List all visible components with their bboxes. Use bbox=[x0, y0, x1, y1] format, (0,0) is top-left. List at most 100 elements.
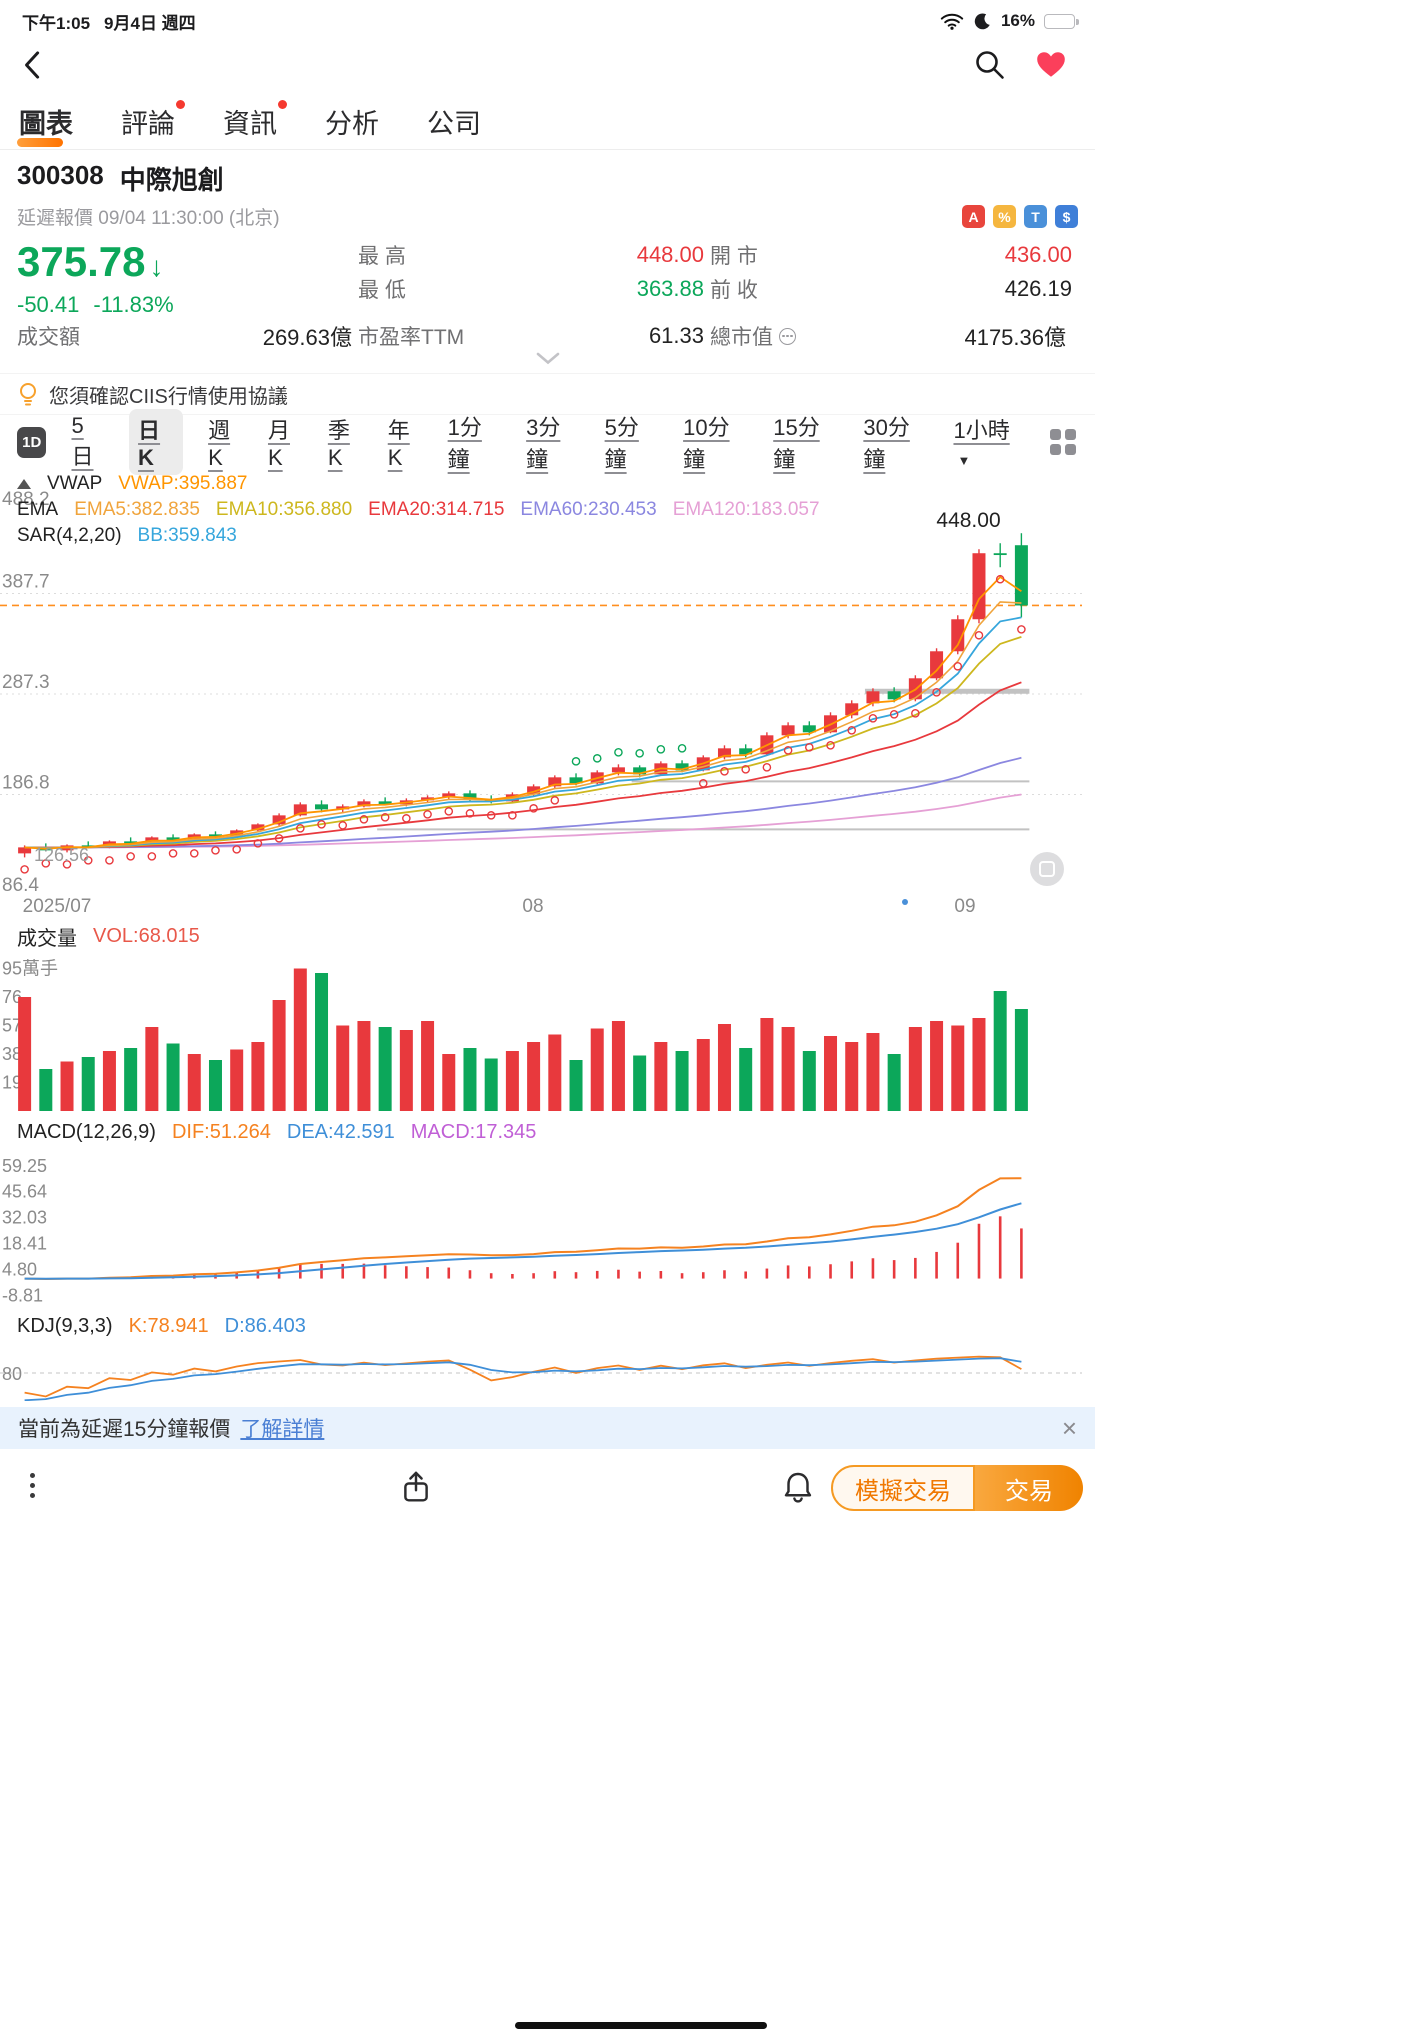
status-date: 9月4日 週四 bbox=[104, 13, 196, 33]
timeframe-15min[interactable]: 15分鐘 bbox=[773, 415, 820, 472]
svg-text:126.56: 126.56 bbox=[34, 845, 89, 865]
change-percent: -11.83% bbox=[93, 292, 174, 317]
timeframe-30min[interactable]: 30分鐘 bbox=[863, 415, 910, 472]
dif-value: DIF:51.264 bbox=[171, 1120, 271, 1143]
candlestick-chart[interactable]: 488.2 387.7 287.3 186.8 86.4 448.00 126.56 2025… bbox=[0, 483, 1095, 919]
macd-value: MACD:17.345 bbox=[410, 1120, 537, 1143]
timeframe-5min[interactable]: 5分鐘 bbox=[604, 415, 639, 472]
volume-chart[interactable]: 95萬手 76 57 38 19 bbox=[0, 953, 1095, 1115]
banner-text: 當前為延遲15分鐘報價 bbox=[18, 1418, 231, 1441]
paper-trade-button[interactable]: 模擬交易 bbox=[831, 1465, 975, 1511]
svg-text:448.00: 448.00 bbox=[936, 509, 1000, 532]
timeframe-quarterly[interactable]: 季K bbox=[327, 418, 350, 470]
quote-summary: 375.78 ↓ -50.41 -11.83% 最 高 448.00 開 市 436… bbox=[0, 238, 1095, 318]
sar-legend: SAR(4,2,20) BB:359.843 bbox=[17, 525, 237, 546]
tab-chart[interactable]: 圖表 bbox=[17, 100, 75, 151]
svg-text:287.3: 287.3 bbox=[2, 672, 50, 693]
vwap-value: VWAP:395.887 bbox=[118, 473, 248, 494]
stat-low: 363.88 bbox=[636, 276, 704, 301]
translate-icon[interactable]: T bbox=[1024, 205, 1047, 228]
bottom-toolbar: 模擬交易 交易 bbox=[0, 1463, 1095, 1525]
badge-dot bbox=[176, 100, 185, 109]
nav-bar bbox=[0, 36, 1095, 94]
dea-value: DEA:42.591 bbox=[286, 1120, 395, 1143]
quote-badge-icons: A % T $ bbox=[962, 205, 1078, 228]
svg-text:18.41: 18.41 bbox=[2, 1234, 47, 1254]
quote-stats-row2: 成交額 269.63億 市盈率TTM 61.33 總市值 4175.36億 bbox=[0, 318, 1095, 350]
svg-text:76: 76 bbox=[2, 987, 22, 1007]
alert-bell-icon[interactable] bbox=[780, 1469, 816, 1507]
share-icon[interactable] bbox=[398, 1469, 434, 1507]
delay-quote-banner: 當前為延遲15分鐘報價 了解詳情 × bbox=[0, 1407, 1095, 1449]
stock-header: 300308 中際旭創 延遲報價 09/04 11:30:00 (北京) A %… bbox=[0, 150, 1095, 230]
expand-stats-chevron[interactable] bbox=[0, 350, 1095, 369]
timeframe-monthly[interactable]: 月K bbox=[267, 418, 290, 470]
close-icon[interactable]: × bbox=[1061, 1412, 1077, 1443]
timeframe-5d[interactable]: 5日 bbox=[71, 413, 94, 469]
macd-pane: MACD(12,26,9) DIF:51.264 DEA:42.591 MACD… bbox=[0, 1115, 1095, 1309]
timeframe-yearly[interactable]: 年K bbox=[387, 418, 410, 470]
stat-prev-close: 426.19 bbox=[1004, 276, 1072, 301]
tab-company[interactable]: 公司 bbox=[427, 109, 481, 139]
stat-label: 最 低 bbox=[358, 279, 406, 302]
tab-comments[interactable]: 評論 bbox=[119, 100, 185, 151]
quote-level-icon[interactable]: % bbox=[993, 205, 1016, 228]
ciis-notice[interactable]: 您須確認CIIS行情使用協議 bbox=[0, 373, 1095, 415]
app-content: 下午1:05 9月4日 週四 16% bbox=[0, 11, 1095, 1525]
svg-text:186.8: 186.8 bbox=[2, 773, 50, 794]
svg-text:32.03: 32.03 bbox=[2, 1208, 47, 1228]
market-badge-icon[interactable]: A bbox=[962, 205, 985, 228]
stat-high: 448.00 bbox=[636, 242, 704, 267]
stock-name: 中際旭創 bbox=[119, 165, 224, 195]
svg-text:387.7: 387.7 bbox=[2, 572, 50, 593]
svg-text:09: 09 bbox=[954, 896, 975, 917]
stock-code: 300308 bbox=[17, 160, 104, 190]
timeframe-1min[interactable]: 1分鐘 bbox=[447, 415, 482, 472]
volume-pane: 成交量 VOL:68.015 95萬手 76 57 38 19 bbox=[0, 919, 1095, 1115]
home-indicator[interactable] bbox=[515, 2022, 767, 2029]
market-cap-info-icon[interactable] bbox=[779, 327, 796, 345]
trade-button[interactable]: 交易 bbox=[975, 1465, 1083, 1511]
svg-text:488.2: 488.2 bbox=[2, 489, 50, 510]
currency-icon[interactable]: $ bbox=[1055, 205, 1078, 228]
stat-label: 最 高 bbox=[358, 245, 406, 268]
timeframe-10min[interactable]: 10分鐘 bbox=[683, 415, 730, 472]
indicator-grid-icon[interactable] bbox=[1048, 427, 1078, 457]
badge-dot bbox=[278, 100, 287, 109]
tab-news[interactable]: 資訊 bbox=[221, 100, 287, 151]
price-down-arrow-icon: ↓ bbox=[149, 251, 164, 282]
last-price: 375.78 bbox=[17, 238, 146, 285]
ema10-value: EMA10:356.880 bbox=[215, 499, 353, 520]
kdj-title: KDJ(9,3,3) bbox=[17, 1314, 113, 1337]
timeframe-3min[interactable]: 3分鐘 bbox=[526, 415, 561, 472]
svg-text:19: 19 bbox=[2, 1073, 22, 1093]
bb-value: BB:359.843 bbox=[137, 525, 237, 546]
svg-text:95萬手: 95萬手 bbox=[2, 959, 58, 979]
timeframe-bar: 1D 5日 日K 週K 月K 季K 年K 1分鐘 3分鐘 5分鐘 10分鐘 15… bbox=[0, 409, 1095, 475]
price-block: 375.78 ↓ -50.41 -11.83% bbox=[0, 238, 358, 318]
stat-open: 436.00 bbox=[1004, 242, 1072, 267]
stat-label: 總市值 bbox=[710, 326, 773, 349]
svg-text:-8.81: -8.81 bbox=[2, 1285, 43, 1305]
timeframe-daily[interactable]: 日K bbox=[129, 409, 184, 475]
favorite-heart-icon[interactable] bbox=[1033, 48, 1069, 82]
status-time: 下午1:05 bbox=[22, 13, 91, 33]
timeframe-1d-button[interactable]: 1D bbox=[17, 426, 47, 458]
vwap-legend: VWAP VWAP:395.887 bbox=[0, 471, 1095, 497]
back-button[interactable] bbox=[20, 48, 46, 82]
learn-more-link[interactable]: 了解詳情 bbox=[240, 1418, 325, 1441]
svg-text:4.80: 4.80 bbox=[2, 1259, 37, 1279]
quote-delay-status: 延遲報價 09/04 11:30:00 (北京) bbox=[17, 208, 280, 229]
chevron-down-icon: ▼ bbox=[957, 453, 971, 468]
more-kebab-icon[interactable] bbox=[30, 1473, 35, 1498]
collapse-triangle-icon[interactable] bbox=[17, 479, 31, 489]
macd-chart[interactable]: 59.25 45.64 32.03 18.41 4.80 -8.81 bbox=[0, 1149, 1095, 1309]
volume-value: VOL:68.015 bbox=[93, 924, 200, 947]
search-icon[interactable] bbox=[973, 48, 1007, 82]
stat-label: 開 市 bbox=[710, 245, 758, 268]
main-chart-pane: VWAP VWAP:395.887 EMA EMA5:382.835 EMA10… bbox=[0, 471, 1095, 919]
timeframe-weekly[interactable]: 週K bbox=[208, 418, 231, 470]
tab-analysis[interactable]: 分析 bbox=[325, 109, 379, 139]
kdj-chart[interactable]: 80 bbox=[0, 1343, 1095, 1401]
timeframe-1hour[interactable]: 1小時▼ bbox=[953, 418, 1010, 468]
